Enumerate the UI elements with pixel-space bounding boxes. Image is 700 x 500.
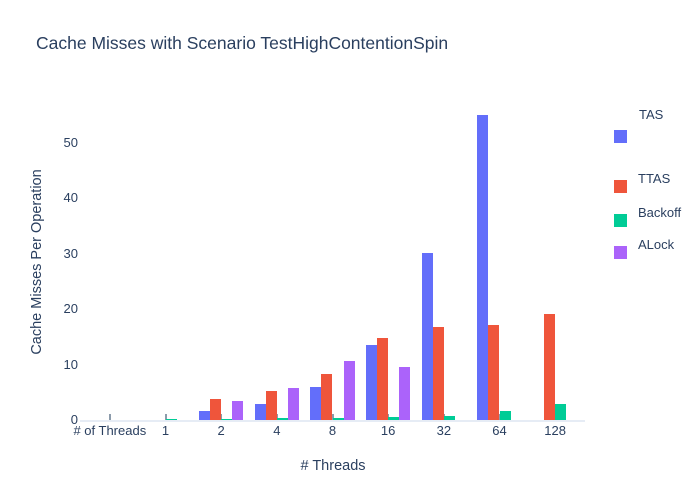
bar-tas-2[interactable] [198,411,211,420]
bar-backoff-2[interactable] [221,419,233,420]
bar-backoff-4[interactable] [276,418,288,420]
x-tick-label-1: 1 [161,423,170,438]
bar-ttas-64[interactable] [488,325,500,420]
legend-label-tas: TAS [639,107,664,122]
bar-alock-2[interactable] [232,401,244,420]
bar-tas-16[interactable] [365,345,378,420]
x-tick-mark-8 [331,414,334,420]
bar-tas-8[interactable] [310,387,322,420]
x-tick-label-128: 128 [544,423,566,438]
y-tick-label-30: 30 [63,245,78,261]
legend-swatch-backoff [614,214,627,227]
legend-label-ttas: TTAS [638,171,671,186]
bar-alock-4[interactable] [287,388,300,420]
bar-alock-16[interactable] [399,367,411,420]
bar-backoff-1[interactable] [165,419,177,420]
legend-swatch-ttas [614,180,627,193]
y-tick-label-20: 20 [63,301,78,316]
bar-ttas-8[interactable] [321,374,333,420]
legend-item-ttas[interactable]: TTAS [612,170,698,210]
x-axis-title: # Threads [300,458,366,474]
bar-backoff-32[interactable] [443,416,455,420]
x-tick-mark-2 [220,414,223,420]
bar-tas-4[interactable] [254,404,266,420]
x-tick-label-64: 64 [492,423,507,438]
bar-backoff-64[interactable] [499,411,511,420]
y-tick-label-50: 50 [63,134,78,150]
bar-tas-64[interactable] [477,115,489,420]
y-tick-label-40: 40 [63,190,78,205]
legend-item-tas[interactable]: TAS [612,108,698,148]
x-tick-label-2: 2 [217,423,225,438]
x-tick-label-4: 4 [273,423,281,438]
plot-area [82,110,583,420]
bar-ttas-2[interactable] [210,399,222,420]
x-tick-label-8: 8 [328,423,337,438]
y-tick-label-0: 0 [70,412,78,427]
x-tick-mark-of-threads [108,414,111,420]
x-tick-label-16: 16 [380,423,396,438]
bar-alock-8[interactable] [343,361,355,420]
x-axis-line [80,420,585,422]
x-tick-mark-1 [164,414,167,420]
bar-ttas-32[interactable] [432,327,444,420]
legend-item-alock[interactable]: ALock [612,236,698,276]
x-tick-label-32: 32 [436,423,452,438]
bar-tas-32[interactable] [421,253,433,420]
y-tick-label-10: 10 [63,356,78,372]
legend-label-backoff: Backoff [638,205,682,220]
bar-backoff-16[interactable] [388,417,400,420]
bar-backoff-8[interactable] [332,418,344,420]
bar-ttas-4[interactable] [265,391,277,420]
x-tick-label-of-threads: # of Threads [73,423,147,438]
x-tick-mark-4 [275,414,278,420]
legend-item-backoff[interactable]: Backoff [612,204,698,244]
legend-swatch-alock [614,246,627,259]
legend-label-alock: ALock [638,237,675,252]
chart-title: Cache Misses with Scenario TestHighConte… [36,33,449,53]
bar-backoff-128[interactable] [555,404,567,420]
bar-ttas-16[interactable] [377,338,389,420]
legend-swatch-tas [614,130,627,143]
bar-ttas-128[interactable] [544,314,556,420]
